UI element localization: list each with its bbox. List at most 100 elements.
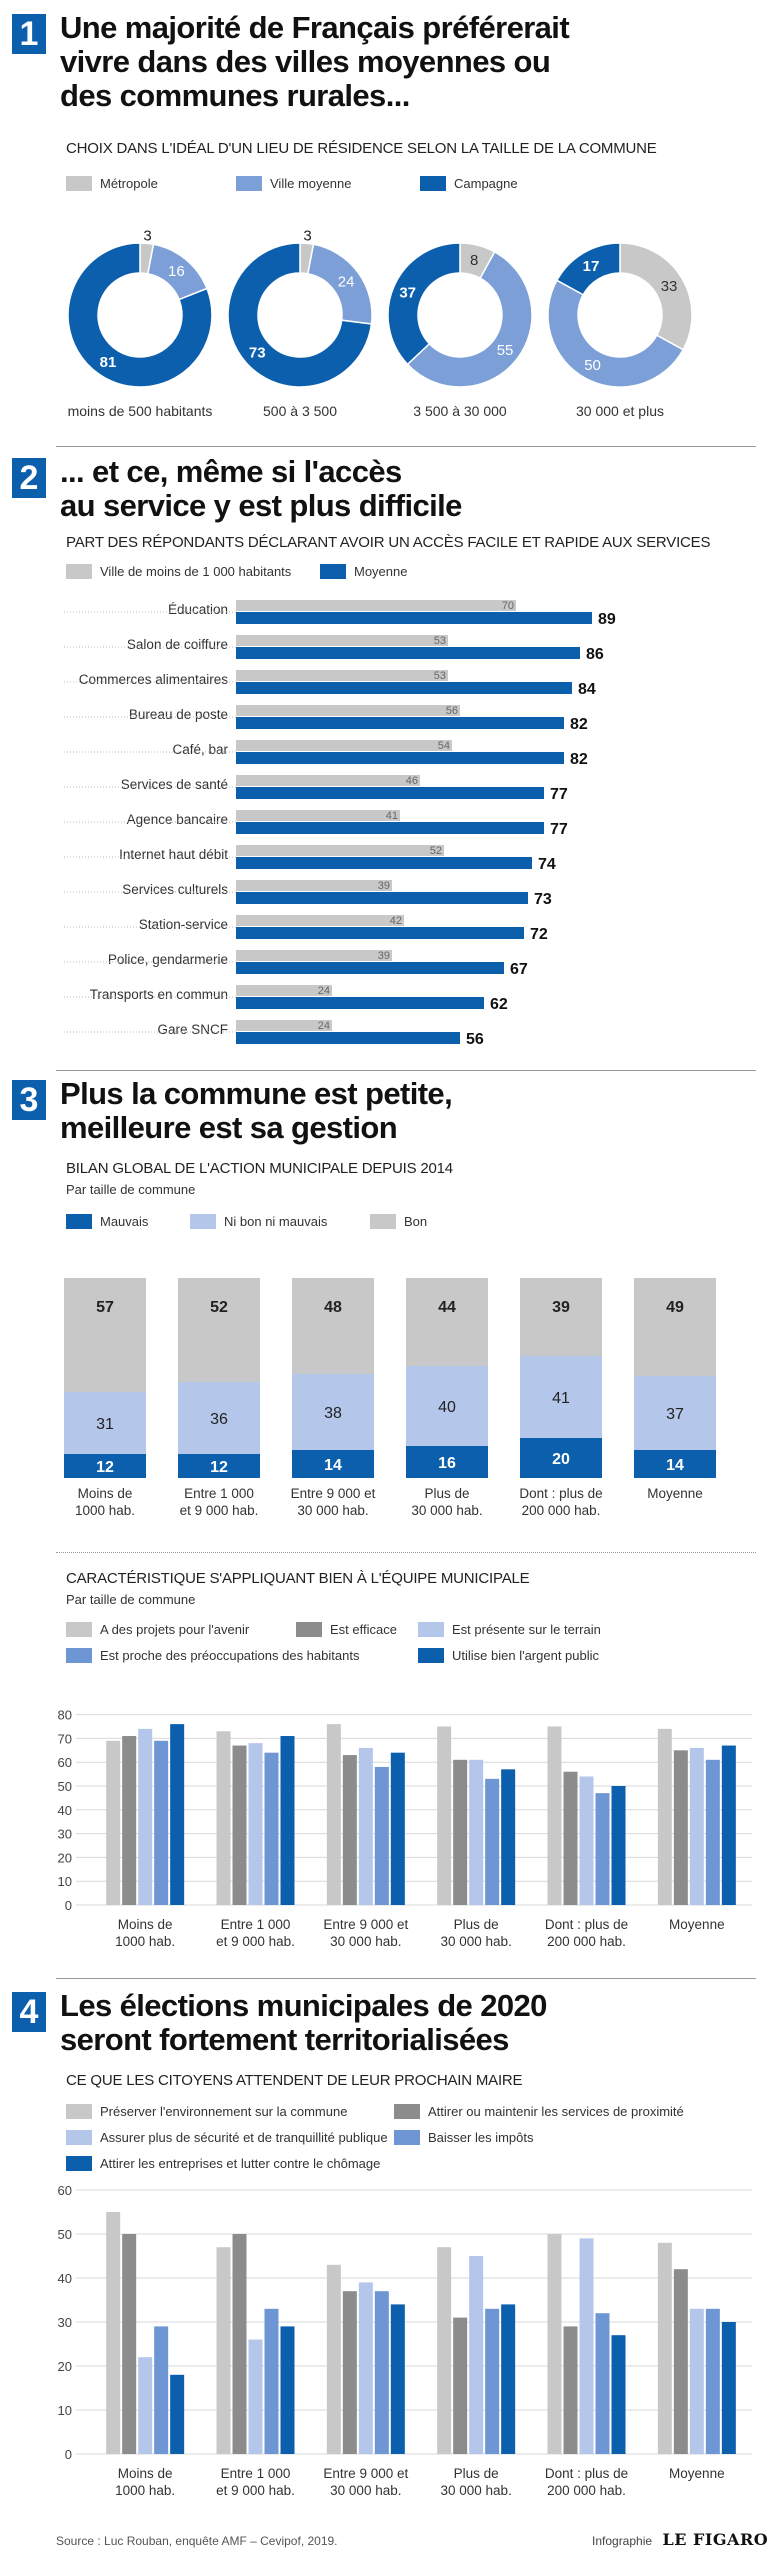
bar-category-label: Services de santé — [121, 777, 228, 792]
dotted-divider — [56, 1552, 756, 1553]
characteristic-bar — [705, 1759, 720, 1905]
bar-value-small-town: 42 — [390, 915, 402, 927]
stacked-value-label: 20 — [552, 1451, 570, 1468]
legend-swatch-proche — [66, 1648, 92, 1663]
stacked-category-label: 200 000 hab. — [522, 1503, 601, 1518]
bar-moyenne — [236, 682, 572, 694]
y-tick-label: 50 — [58, 2227, 72, 2242]
characteristic-bar — [390, 1752, 405, 1905]
bar-value-small-town: 54 — [438, 740, 450, 752]
section-4-number: 4 — [12, 1992, 46, 2032]
x-category-label: 200 000 hab. — [547, 1934, 626, 1949]
legend-swatch-presente — [418, 1622, 444, 1637]
bar-value-small-town: 46 — [406, 775, 418, 787]
legend-swatch-argent — [418, 1648, 444, 1663]
legend-label-entreprises: Attirer les entreprises et lutter contre… — [100, 2156, 381, 2171]
expectation-bar — [501, 2304, 516, 2454]
characteristic-bar — [154, 1740, 169, 1905]
bar-category-label: Bureau de poste — [129, 707, 228, 722]
bar-category-label: Police, gendarmerie — [108, 952, 228, 967]
characteristic-bar — [358, 1747, 373, 1905]
x-category-label: Moyenne — [669, 2466, 725, 2481]
expectation-bar — [248, 2339, 263, 2454]
legend-swatch-impots — [394, 2130, 420, 2145]
donut-value-label: 33 — [661, 278, 678, 295]
characteristic-bar — [501, 1769, 516, 1905]
legend-item-projets: A des projets pour l'avenir — [66, 1622, 249, 1637]
expectation-bar — [122, 2234, 137, 2454]
donut-value-label: 3 — [143, 227, 151, 244]
section-divider — [56, 1978, 756, 1979]
bar-value-small-town: 70 — [502, 600, 514, 612]
bar-moyenne — [236, 717, 564, 729]
legend-item-campagne: Campagne — [420, 176, 518, 191]
donut-value-label: 55 — [497, 342, 514, 359]
expectation-bar — [721, 2322, 736, 2454]
donut-value-label: 8 — [470, 252, 478, 269]
stacked-value-label: 48 — [324, 1299, 342, 1316]
legend-label-efficace: Est efficace — [330, 1622, 397, 1637]
characteristic-bar — [170, 1724, 185, 1905]
characteristic-bar — [673, 1750, 688, 1905]
donut-slice — [227, 242, 373, 388]
legend-label-mauvais: Mauvais — [100, 1214, 149, 1229]
section-2-title-line1: ... et ce, même si l'accès — [60, 454, 402, 489]
expectation-bar — [232, 2234, 247, 2454]
bar-value-moyenne: 56 — [466, 1031, 484, 1048]
stacked-bar-chart: 12 31 57 Moins de 1000 hab. 12 36 52 Entre 1 000… — [64, 1278, 716, 1518]
expectation-bar — [595, 2313, 610, 2454]
stacked-value-label: 16 — [438, 1455, 456, 1472]
y-tick-label: 30 — [58, 1827, 72, 1842]
legend-label-environnement: Préserver l'environnement sur la commune — [100, 2104, 348, 2119]
stacked-category-label: 30 000 hab. — [411, 1503, 482, 1518]
legend-item-entreprises: Attirer les entreprises et lutter contre… — [66, 2156, 380, 2171]
section-3-note: Par taille de commune — [66, 1182, 196, 1197]
legend-swatch-ni-bon — [190, 1214, 216, 1229]
expectation-bar — [106, 2212, 121, 2454]
section-2-title-line2: au service y est plus difficile — [60, 488, 462, 523]
characteristic-bar — [280, 1736, 295, 1905]
legend-item-ville-moyenne: Ville moyenne — [236, 176, 351, 191]
bar-category-label: Salon de coiffure — [127, 637, 228, 652]
legend-label-projets: A des projets pour l'avenir — [100, 1622, 250, 1637]
bar-small-town — [236, 810, 400, 821]
stacked-segment — [292, 1450, 374, 1478]
stacked-segment — [634, 1278, 716, 1376]
expectation-bar — [673, 2269, 688, 2454]
section-3-subtitle-2: CARACTÉRISTIQUE S'APPLIQUANT BIEN À L'ÉQ… — [66, 1570, 530, 1587]
legend-item-small-town: Ville de moins de 1 000 habitants — [66, 564, 291, 579]
bar-small-town — [236, 985, 332, 996]
x-category-label: 200 000 hab. — [547, 2483, 626, 2498]
y-tick-label: 40 — [58, 1803, 72, 1818]
bar-moyenne — [236, 857, 532, 869]
legend-item-proche: Est proche des préoccupations des habita… — [66, 1648, 359, 1663]
bar-small-town — [236, 845, 444, 856]
legend-item-bon: Bon — [370, 1214, 427, 1229]
bar-moyenne — [236, 1032, 460, 1044]
bar-category-label: Commerces alimentaires — [79, 672, 229, 687]
section-4-title-line1: Les élections municipales de 2020 — [60, 1988, 547, 2023]
legend-swatch-mauvais — [66, 1214, 92, 1229]
expectation-bar — [485, 2308, 500, 2454]
x-category-label: Plus de — [454, 2466, 499, 2481]
donut-category-label: 500 à 3 500 — [263, 403, 337, 419]
stacked-segment — [178, 1278, 260, 1382]
section-2-subtitle: PART DES RÉPONDANTS DÉCLARANT AVOIR UN A… — [66, 534, 711, 551]
stacked-value-label: 36 — [210, 1411, 228, 1428]
y-tick-label: 70 — [58, 1731, 72, 1746]
stacked-value-label: 39 — [552, 1299, 570, 1316]
bar-small-town — [236, 705, 460, 716]
bar-value-small-town: 53 — [434, 635, 446, 647]
y-tick-label: 0 — [65, 2447, 72, 2462]
expectation-bar — [138, 2357, 153, 2454]
expectation-bar — [342, 2291, 357, 2454]
bar-value-small-town: 24 — [318, 985, 330, 997]
stacked-value-label: 41 — [552, 1390, 570, 1407]
section-1-title-line3: des communes rurales... — [60, 78, 410, 113]
section-3-title-line1: Plus la commune est petite, — [60, 1076, 453, 1111]
x-category-label: Moyenne — [669, 1917, 725, 1932]
stacked-category-label: Entre 9 000 et — [291, 1486, 376, 1501]
bar-moyenne — [236, 997, 484, 1009]
bar-small-town — [236, 775, 420, 786]
bar-value-small-town: 53 — [434, 670, 446, 682]
